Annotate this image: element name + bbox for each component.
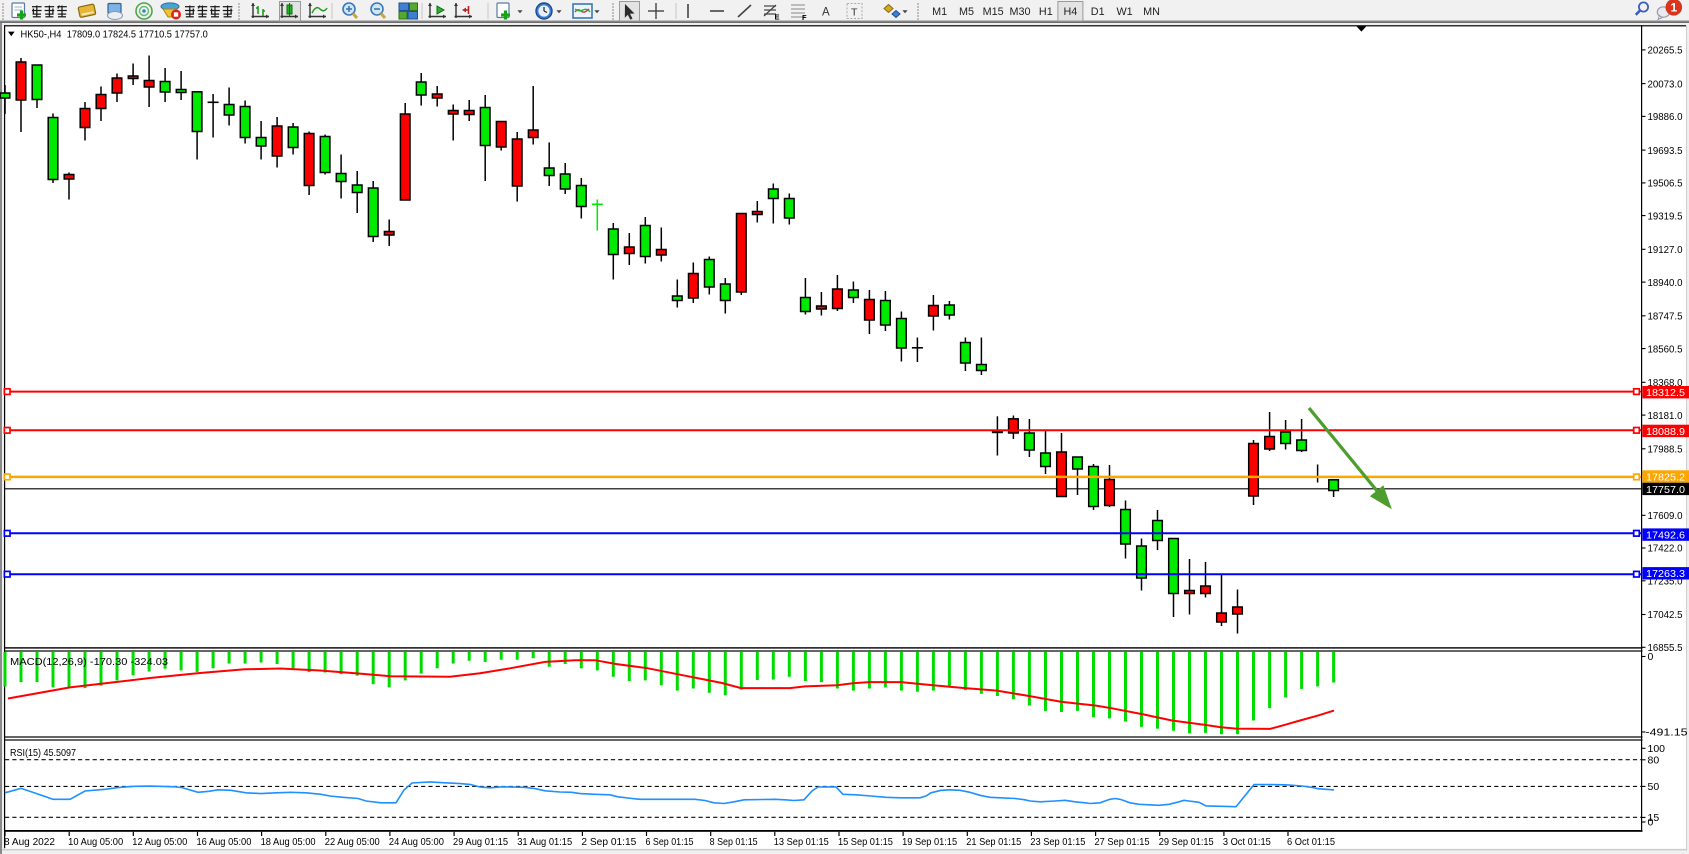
svg-text:18088.9: 18088.9 xyxy=(1646,426,1685,438)
svg-text:MN: MN xyxy=(1143,6,1160,18)
svg-text:100: 100 xyxy=(1648,743,1666,755)
svg-text:20265.5: 20265.5 xyxy=(1648,45,1683,57)
svg-text:18747.5: 18747.5 xyxy=(1648,311,1683,323)
svg-text:15 Sep 01:15: 15 Sep 01:15 xyxy=(838,836,893,848)
svg-text:H1: H1 xyxy=(1039,6,1053,18)
svg-text:22 Aug 05:00: 22 Aug 05:00 xyxy=(325,836,380,848)
svg-text:17263.3: 17263.3 xyxy=(1646,568,1685,580)
svg-text:17609.0: 17609.0 xyxy=(1648,510,1683,522)
svg-text:20073.0: 20073.0 xyxy=(1648,78,1683,90)
svg-text:MACD(12,26,9) -170.30 -324.03: MACD(12,26,9) -170.30 -324.03 xyxy=(10,656,168,668)
svg-text:18 Aug 05:00: 18 Aug 05:00 xyxy=(261,836,316,848)
svg-text:31 Aug 01:15: 31 Aug 01:15 xyxy=(517,836,572,848)
svg-text:18560.5: 18560.5 xyxy=(1648,343,1683,355)
svg-text:F: F xyxy=(802,13,807,22)
svg-text:RSI(15) 45.5097: RSI(15) 45.5097 xyxy=(10,747,76,759)
svg-text:13 Sep 01:15: 13 Sep 01:15 xyxy=(774,836,829,848)
svg-text:D1: D1 xyxy=(1091,6,1105,18)
svg-text:0: 0 xyxy=(1648,651,1654,663)
svg-text:19127.0: 19127.0 xyxy=(1648,244,1683,256)
svg-text:1: 1 xyxy=(1670,1,1677,15)
svg-text:HK50-,H4: HK50-,H4 xyxy=(21,29,62,41)
svg-text:15: 15 xyxy=(1648,812,1660,824)
svg-text:M1: M1 xyxy=(932,6,947,18)
svg-text:17988.5: 17988.5 xyxy=(1648,444,1683,456)
svg-text:6 Oct 01:15: 6 Oct 01:15 xyxy=(1287,836,1335,848)
svg-text:18312.5: 18312.5 xyxy=(1646,387,1685,399)
svg-text:80: 80 xyxy=(1648,755,1660,767)
svg-text:19693.5: 19693.5 xyxy=(1648,145,1683,157)
svg-text:29 Sep 01:15: 29 Sep 01:15 xyxy=(1159,836,1214,848)
svg-text:17809.0 17824.5 17710.5 17757.: 17809.0 17824.5 17710.5 17757.0 xyxy=(67,29,208,41)
svg-text:21 Sep 01:15: 21 Sep 01:15 xyxy=(966,836,1021,848)
svg-text:19506.5: 19506.5 xyxy=(1648,178,1683,190)
svg-text:-491.15: -491.15 xyxy=(1646,727,1688,739)
svg-text:19319.5: 19319.5 xyxy=(1648,210,1683,222)
svg-text:17492.6: 17492.6 xyxy=(1646,530,1685,542)
svg-text:W1: W1 xyxy=(1116,6,1132,18)
svg-text:23 Sep 01:15: 23 Sep 01:15 xyxy=(1030,836,1085,848)
svg-text:29 Aug 01:15: 29 Aug 01:15 xyxy=(453,836,508,848)
svg-text:E: E xyxy=(775,13,780,22)
svg-text:16 Aug 05:00: 16 Aug 05:00 xyxy=(196,836,251,848)
svg-text:0: 0 xyxy=(1648,817,1654,829)
svg-text:T: T xyxy=(851,7,858,19)
svg-text:8 Sep 01:15: 8 Sep 01:15 xyxy=(710,836,758,848)
svg-text:A: A xyxy=(822,7,830,19)
svg-text:16855.5: 16855.5 xyxy=(1648,642,1683,654)
svg-text:19886.0: 19886.0 xyxy=(1648,111,1683,123)
svg-text:17422.0: 17422.0 xyxy=(1648,543,1683,555)
svg-text:6 Sep 01:15: 6 Sep 01:15 xyxy=(646,836,694,848)
svg-text:17757.0: 17757.0 xyxy=(1646,484,1685,496)
svg-text:H4: H4 xyxy=(1063,6,1077,18)
svg-text:M5: M5 xyxy=(959,6,974,18)
svg-text:M15: M15 xyxy=(983,6,1004,18)
svg-text:3 Oct 01:15: 3 Oct 01:15 xyxy=(1223,836,1271,848)
svg-text:8 Aug 2022: 8 Aug 2022 xyxy=(4,836,55,848)
svg-text:M30: M30 xyxy=(1009,6,1030,18)
svg-text:2 Sep 01:15: 2 Sep 01:15 xyxy=(581,836,636,848)
svg-text:17825.2: 17825.2 xyxy=(1646,471,1685,483)
svg-text:17042.5: 17042.5 xyxy=(1648,609,1683,621)
svg-text:18181.0: 18181.0 xyxy=(1648,410,1683,422)
svg-text:27 Sep 01:15: 27 Sep 01:15 xyxy=(1095,836,1150,848)
svg-text:12 Aug 05:00: 12 Aug 05:00 xyxy=(132,836,187,848)
svg-text:18940.0: 18940.0 xyxy=(1648,277,1683,289)
svg-text:24 Aug 05:00: 24 Aug 05:00 xyxy=(389,836,444,848)
svg-text:10 Aug 05:00: 10 Aug 05:00 xyxy=(68,836,123,848)
svg-text:19 Sep 01:15: 19 Sep 01:15 xyxy=(902,836,957,848)
svg-text:50: 50 xyxy=(1648,781,1660,793)
